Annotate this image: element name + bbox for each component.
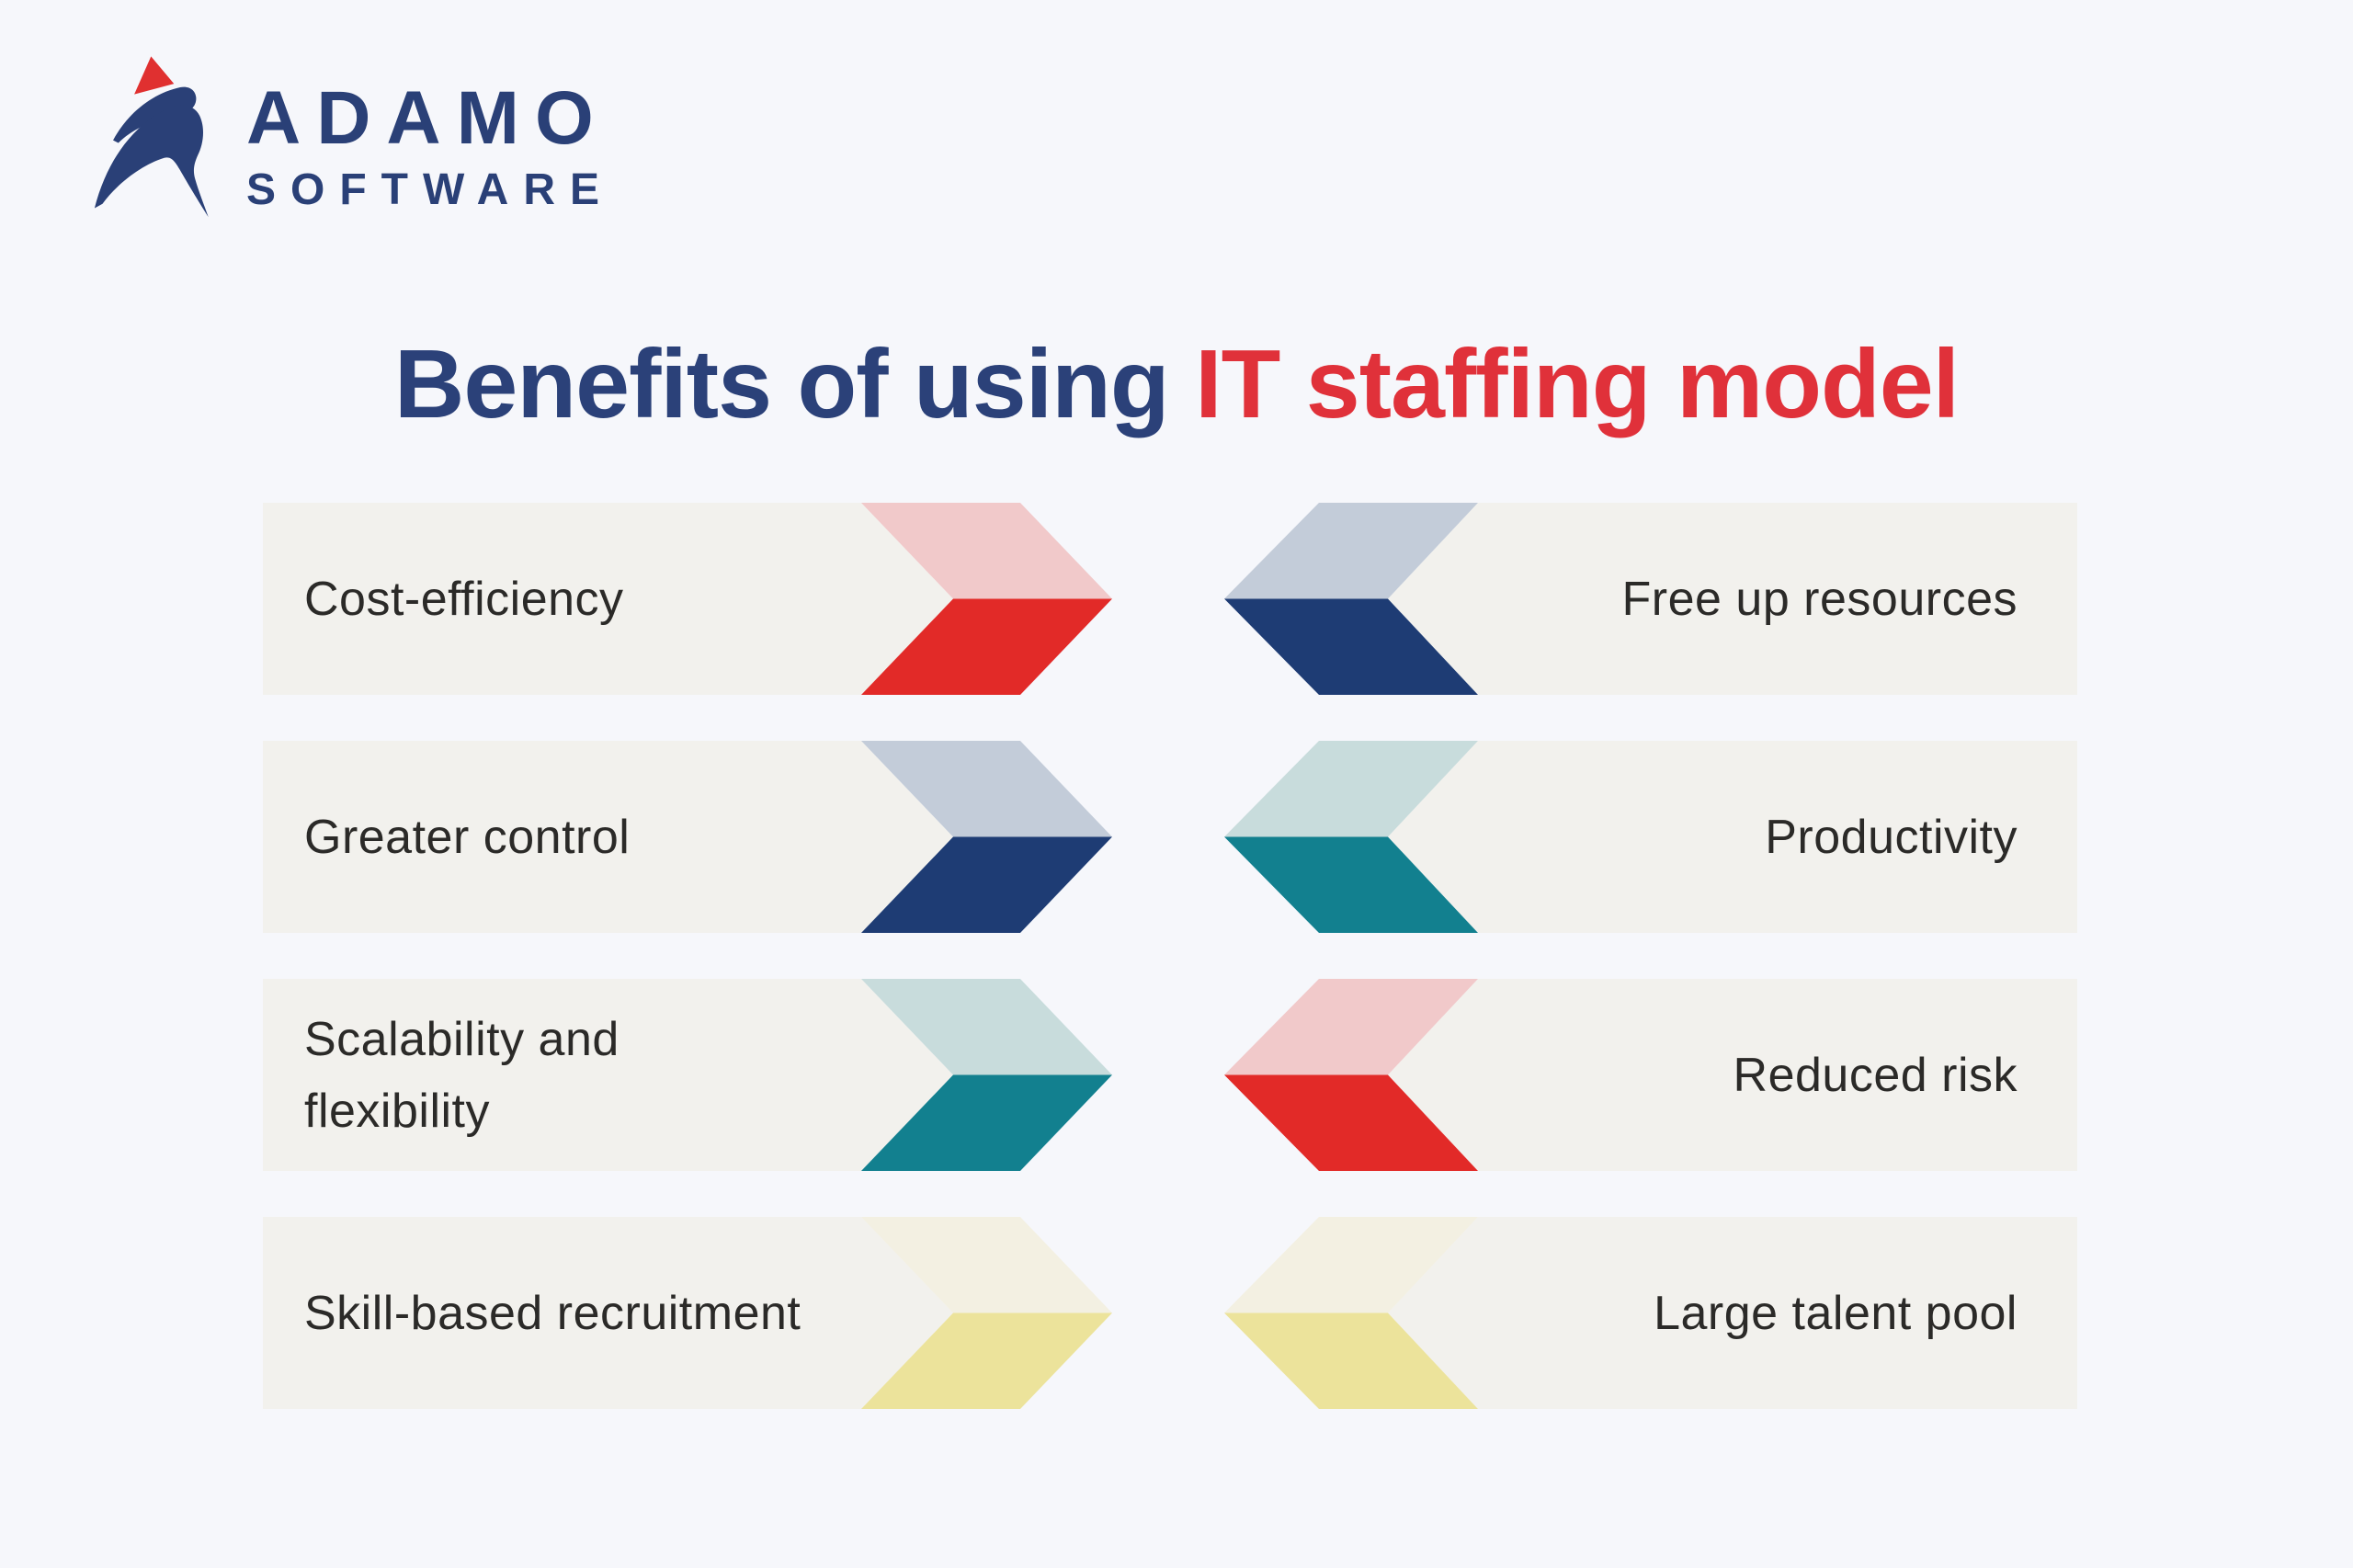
chevron-right-icon — [263, 979, 1112, 1171]
benefit-bar-large-talent-pool: Large talent pool — [1224, 1217, 2077, 1409]
logo-brand-subname: SOFTWARE — [246, 165, 614, 214]
logo-wordmark: ADAMO SOFTWARE — [246, 81, 614, 212]
benefit-bar-greater-control: Greater control — [263, 741, 1112, 933]
benefit-row-1: Cost-efficiency Free up resources — [263, 503, 2077, 695]
logo-brand-name: ADAMO — [246, 76, 609, 160]
title-part-navy: Benefits of using — [393, 330, 1196, 439]
title-part-red: IT staffing model — [1195, 330, 1960, 439]
benefit-label: Productivity — [1765, 810, 2018, 864]
adamo-logo: ADAMO SOFTWARE — [92, 41, 643, 234]
chevron-right-icon — [263, 1217, 1112, 1409]
benefit-bar-productivity: Productivity — [1224, 741, 2077, 933]
benefit-row-3: Scalability and flexibility Reduced risk — [263, 979, 2077, 1171]
chevron-left-icon — [1224, 979, 2077, 1171]
benefit-bar-free-up-resources: Free up resources — [1224, 503, 2077, 695]
benefit-row-2: Greater control Productivity — [263, 741, 2077, 933]
logo-upper-swoosh — [113, 86, 197, 143]
benefit-label: Large talent pool — [1654, 1286, 2018, 1340]
chevron-right-icon — [263, 741, 1112, 933]
benefit-label: Scalability and flexibility — [304, 1012, 620, 1138]
logo-lower-swoosh — [94, 105, 209, 218]
chevron-left-icon — [1224, 741, 2077, 933]
chevron-left-icon — [1224, 503, 2077, 695]
benefit-label: Skill-based recruitment — [304, 1286, 801, 1340]
benefit-bar-scalability-flexibility: Scalability and flexibility — [263, 979, 1112, 1171]
benefit-label: Free up resources — [1621, 572, 2018, 626]
benefit-label: Cost-efficiency — [304, 572, 624, 626]
adamo-mountain-logo-icon — [94, 56, 209, 218]
page-title: Benefits of using IT staffing model — [0, 335, 2353, 433]
benefit-row-4: Skill-based recruitment Large talent poo… — [263, 1217, 2077, 1409]
logo-red-triangle — [134, 56, 175, 95]
benefit-bar-skill-based-recruitment: Skill-based recruitment — [263, 1217, 1112, 1409]
benefit-label: Reduced risk — [1733, 1048, 2018, 1102]
benefit-bar-reduced-risk: Reduced risk — [1224, 979, 2077, 1171]
chevron-right-icon — [263, 503, 1112, 695]
benefit-label: Greater control — [304, 810, 631, 864]
chevron-left-icon — [1224, 1217, 2077, 1409]
benefit-bar-cost-efficiency: Cost-efficiency — [263, 503, 1112, 695]
